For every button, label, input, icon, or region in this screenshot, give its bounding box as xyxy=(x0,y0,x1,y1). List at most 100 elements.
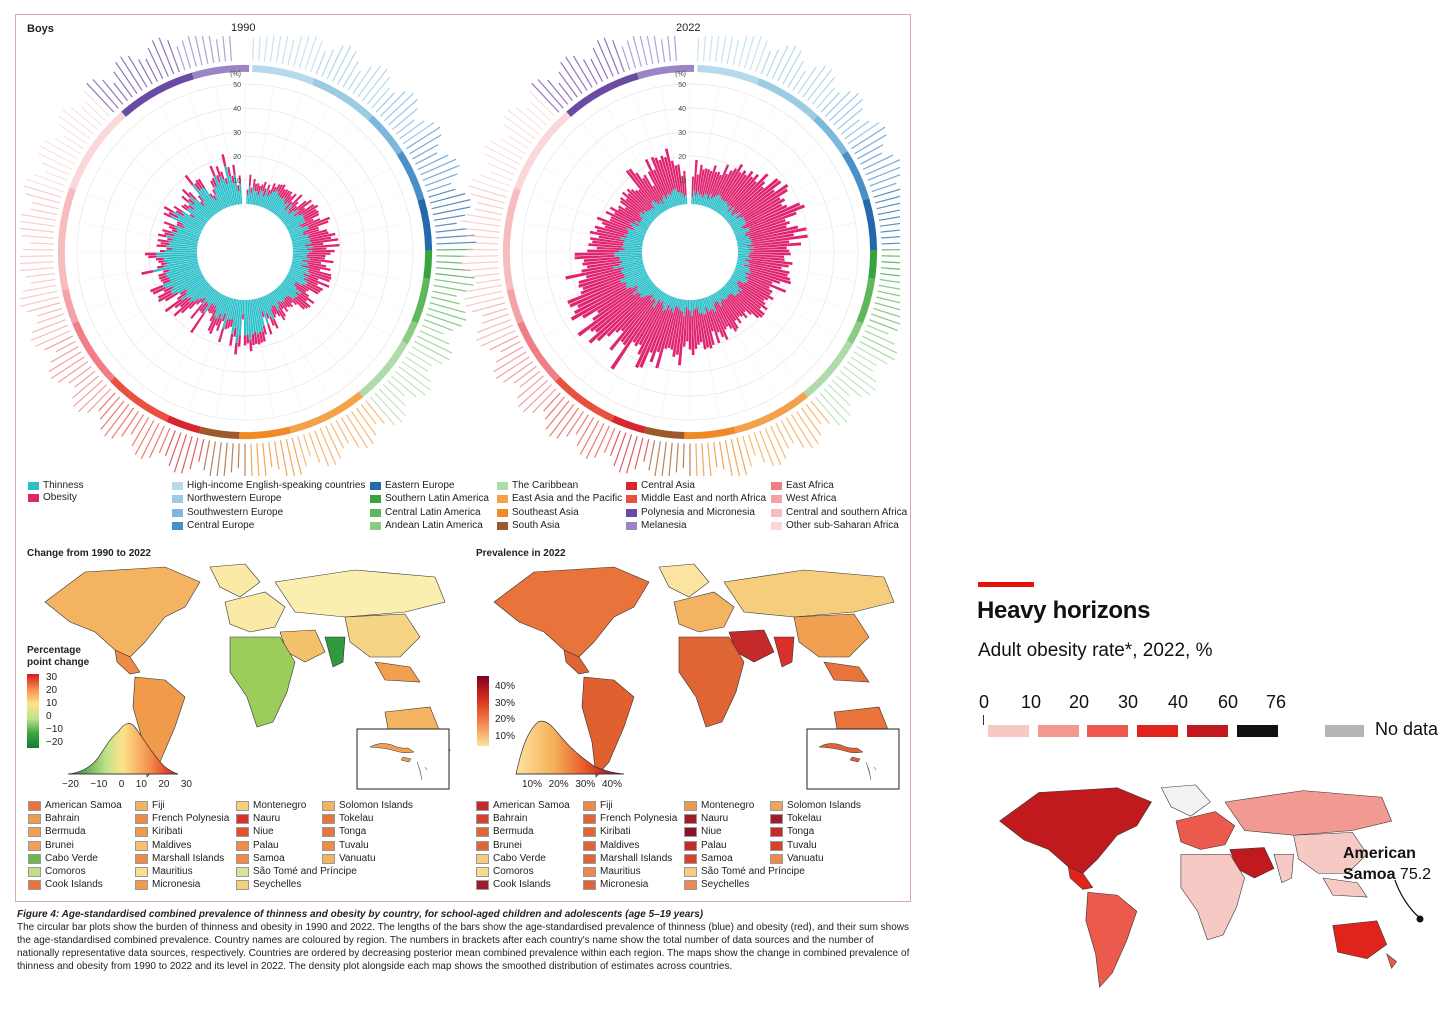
region-ring-segment xyxy=(289,391,363,434)
thinness-bar xyxy=(667,193,675,208)
country-label-mark xyxy=(486,162,515,176)
thinness-bar xyxy=(643,210,655,221)
thinness-bar xyxy=(683,196,686,205)
thinness-bar xyxy=(727,281,739,291)
country-label-mark xyxy=(609,430,621,456)
obesity-bar xyxy=(216,175,221,183)
country-label-mark xyxy=(476,319,511,334)
obesity-bar xyxy=(583,256,620,263)
obesity-bar xyxy=(207,302,214,312)
thinness-bar xyxy=(292,252,309,255)
obesity-bar xyxy=(163,221,176,228)
change-density-plot xyxy=(67,723,179,775)
country-label-mark xyxy=(668,442,673,476)
obesity-swatch xyxy=(28,494,39,502)
thinness-bar xyxy=(621,258,643,263)
obesity-bar xyxy=(697,164,703,192)
country-label-mark xyxy=(223,442,228,476)
region-ring-segment xyxy=(57,187,76,291)
country-label-mark xyxy=(862,154,894,171)
country-label-mark xyxy=(775,422,790,449)
country-label-mark xyxy=(44,140,78,160)
country-label-mark xyxy=(503,115,536,140)
country-label-mark xyxy=(880,267,900,270)
obesity-bar xyxy=(704,313,715,346)
obesity-bar xyxy=(752,234,808,245)
country-label-mark xyxy=(585,422,605,459)
obesity-bar xyxy=(720,163,744,200)
country-label-mark xyxy=(140,422,160,459)
small-country-item: American Samoa xyxy=(28,800,122,812)
thinness-bar xyxy=(724,212,733,220)
obesity-bar xyxy=(171,229,178,233)
map-region xyxy=(1386,953,1397,969)
obesity-bar xyxy=(714,311,729,340)
country-label-mark xyxy=(780,420,795,444)
thinness-bar xyxy=(267,192,279,211)
thinness-bar xyxy=(292,248,308,251)
thinness-bar xyxy=(239,183,243,205)
thinness-bar xyxy=(650,207,659,217)
obesity-bar xyxy=(144,252,157,256)
region-ring-segment xyxy=(417,198,433,251)
country-label-mark xyxy=(835,375,862,398)
small-country-item: Samoa xyxy=(236,853,285,865)
thinness-bar xyxy=(612,261,644,270)
region-ring-segment xyxy=(166,415,201,434)
country-label-mark xyxy=(84,101,106,122)
country-label-mark xyxy=(477,202,504,210)
obesity-bar xyxy=(574,254,615,260)
obesity-bar xyxy=(590,237,624,244)
obesity-bar xyxy=(637,189,655,210)
region-ring-segment xyxy=(368,115,403,155)
country-label-mark xyxy=(378,388,406,417)
region-ring-segment xyxy=(252,65,315,85)
axis-tick-label: 20 xyxy=(678,154,686,161)
country-label-mark xyxy=(544,396,566,420)
obesity-bar xyxy=(254,183,258,192)
thinness-bar xyxy=(199,189,218,214)
obesity-bar xyxy=(246,334,250,344)
obesity-bar xyxy=(752,249,790,253)
country-label-mark xyxy=(431,296,460,305)
thinness-bar xyxy=(290,266,311,276)
thinness-bar xyxy=(625,273,648,287)
obesity-bar xyxy=(730,173,760,207)
obesity-bar xyxy=(744,198,786,223)
obesity-bar xyxy=(216,318,223,331)
thinness-bar xyxy=(237,191,241,205)
country-label-mark xyxy=(366,76,391,105)
obesity-bar xyxy=(720,298,737,321)
map-region xyxy=(1085,891,1138,988)
region-legend-item: Southern Latin America xyxy=(370,493,489,505)
region-ring-segment xyxy=(358,340,408,398)
obesity-bar xyxy=(740,183,789,218)
obesity-bar xyxy=(588,296,641,344)
thinness-bar xyxy=(683,299,687,317)
obesity-bar xyxy=(197,195,204,203)
scale-tick-label: 20 xyxy=(1069,692,1090,712)
thinness-bar xyxy=(637,281,653,294)
country-label-mark xyxy=(755,40,768,73)
thinness-bar xyxy=(276,202,289,217)
region-legend-item: Andean Latin America xyxy=(370,520,483,532)
country-label-mark xyxy=(853,351,878,367)
country-label-mark xyxy=(625,436,638,474)
thinness-bar xyxy=(202,200,215,216)
small-country-item: São Tomé and Príncipe xyxy=(684,866,805,878)
obesity-bar xyxy=(718,170,733,196)
thinness-bar xyxy=(702,297,707,308)
obesity-bar xyxy=(307,270,332,280)
thinness-bar xyxy=(292,244,306,248)
country-label-mark xyxy=(875,195,900,204)
obesity-bar xyxy=(587,249,620,253)
thinness-bar xyxy=(174,234,199,242)
thinness-bar xyxy=(650,288,661,301)
country-label-mark xyxy=(556,407,580,439)
thinness-bar xyxy=(212,292,221,304)
obesity-bar xyxy=(224,178,228,184)
country-label-mark xyxy=(646,36,654,65)
country-label-mark xyxy=(531,82,560,113)
obesity-bar xyxy=(628,168,654,202)
country-label-mark xyxy=(470,273,500,278)
